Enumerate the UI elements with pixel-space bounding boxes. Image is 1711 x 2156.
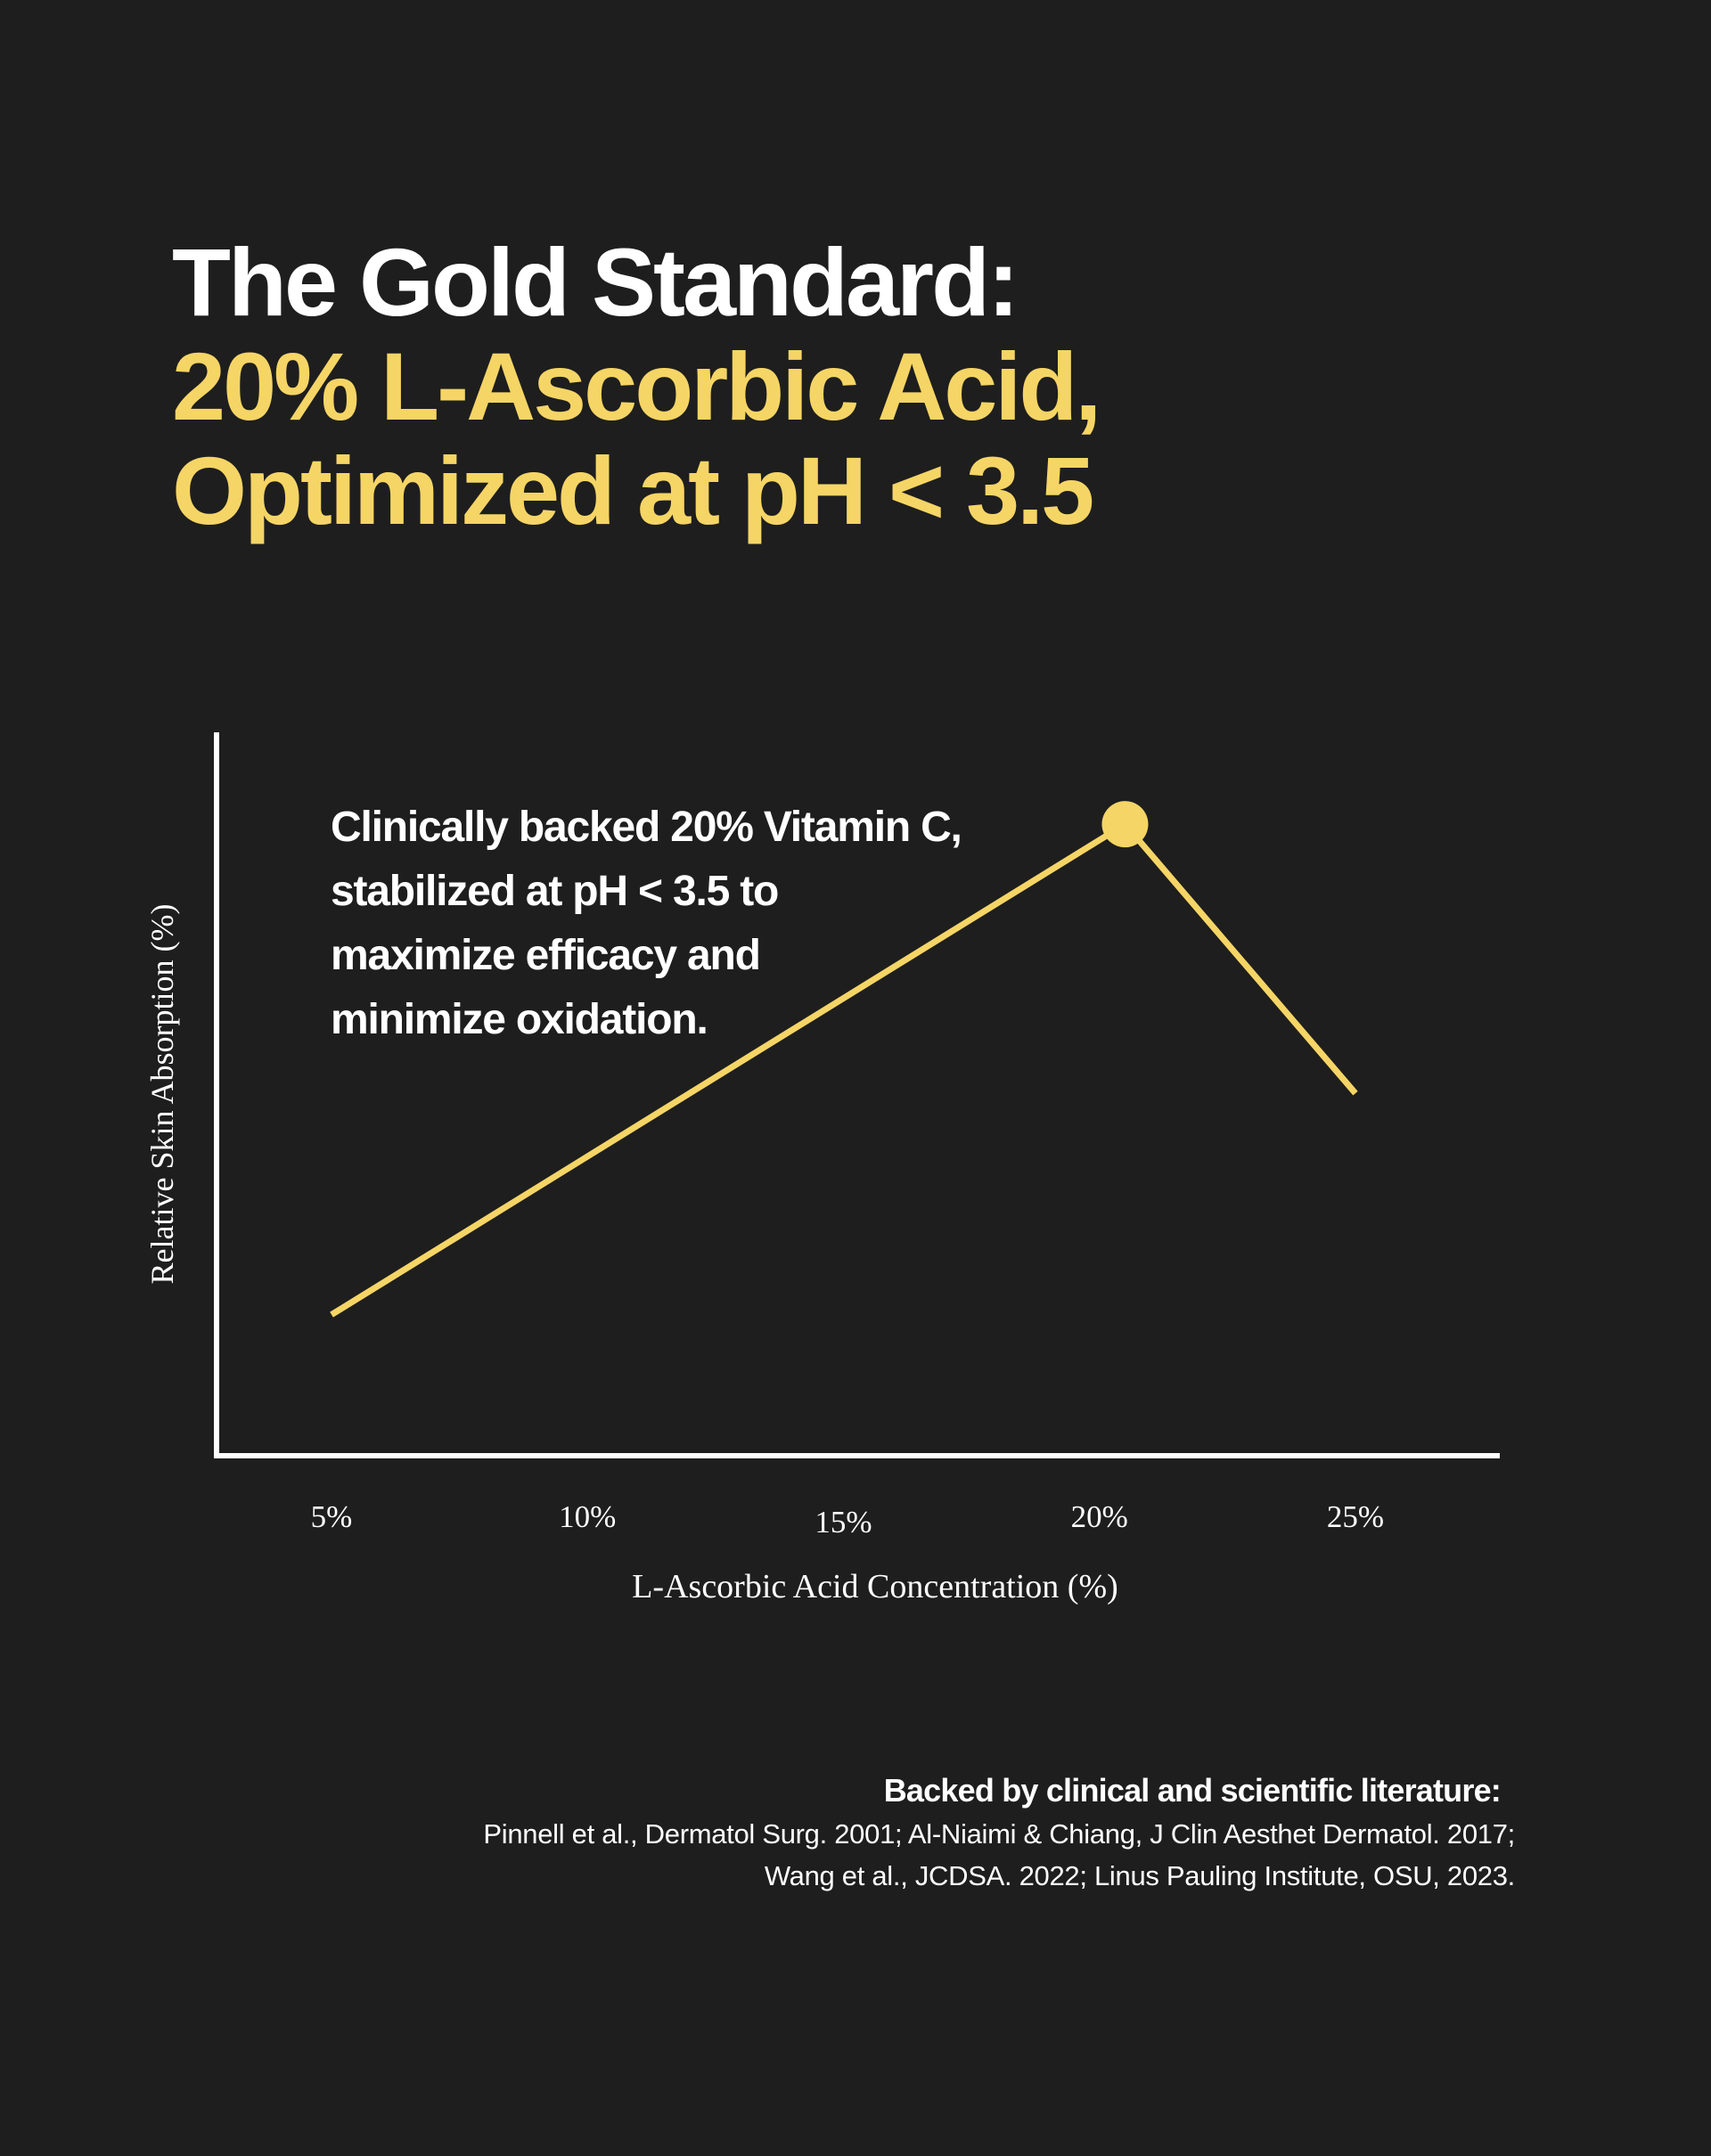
references-heading: Backed by clinical and scientific litera… <box>883 1772 1502 1809</box>
peak-point-marker <box>1101 801 1149 848</box>
annotation-line: minimize oxidation. <box>331 996 708 1043</box>
title-line-1: The Gold Standard: <box>172 228 1019 336</box>
x-tick-label: 20% <box>1071 1499 1128 1534</box>
title-line-3: Optimized at pH < 3.5 <box>172 437 1094 544</box>
page-title: The Gold Standard: 20% L-Ascorbic Acid, … <box>172 228 1101 544</box>
title-line-2: 20% L-Ascorbic Acid, <box>172 332 1101 440</box>
series-layer <box>330 801 1358 1318</box>
x-tick-label: 10% <box>559 1499 616 1534</box>
y-axis-title: Relative Skin Absorption (%) <box>144 904 180 1285</box>
annotation-line: Clinically backed 20% Vitamin C, <box>331 804 962 851</box>
x-axis-title: L-Ascorbic Acid Concentration (%) <box>632 1568 1118 1605</box>
x-tick-label: 5% <box>311 1499 353 1534</box>
x-tick-labels: 5% 10% 15% 20% 25% <box>311 1499 1384 1539</box>
citation-line: Wang et al., JCDSA. 2022; Linus Pauling … <box>764 1860 1515 1891</box>
citation-line: Pinnell et al., Dermatol Surg. 2001; Al-… <box>483 1818 1515 1850</box>
annotation-line: stabilized at pH < 3.5 to <box>331 868 779 915</box>
x-tick-label: 15% <box>815 1505 872 1539</box>
references-footer: Backed by clinical and scientific litera… <box>483 1768 1515 1897</box>
chart-annotation: Clinically backed 20% Vitamin C, stabili… <box>331 796 962 1052</box>
x-tick-label: 25% <box>1327 1499 1384 1534</box>
axes <box>214 732 1500 1458</box>
annotation-line: maximize efficacy and <box>331 932 761 979</box>
